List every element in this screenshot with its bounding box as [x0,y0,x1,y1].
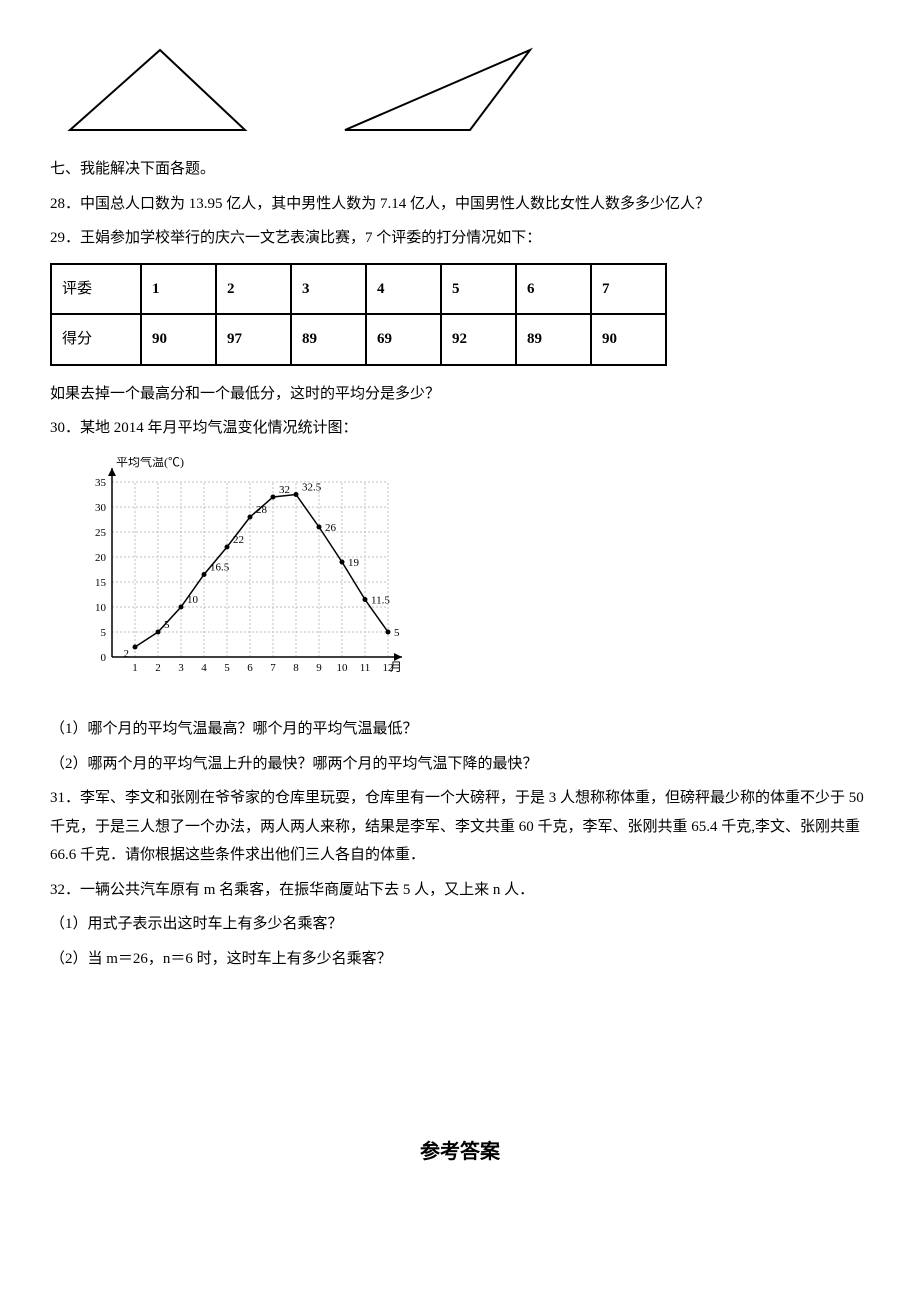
svg-text:6: 6 [247,662,253,674]
svg-text:月份: 月份 [390,660,402,674]
table-cell: 90 [141,314,216,365]
svg-text:15: 15 [95,577,107,589]
table-cell: 97 [216,314,291,365]
svg-text:30: 30 [95,502,107,514]
question-32-sub2: （2）当 m＝26，n＝6 时，这时车上有多少名乘客？ [50,945,870,974]
table-cell: 69 [366,314,441,365]
svg-text:8: 8 [293,662,299,674]
svg-text:5: 5 [224,662,230,674]
svg-text:19: 19 [348,557,360,569]
question-32-intro: 32．一辆公共汽车原有 m 名乘客，在振华商厦站下去 5 人，又上来 n 人． [50,876,870,905]
svg-text:20: 20 [95,552,107,564]
question-31: 31．李军、李文和张刚在爷爷家的仓库里玩耍，仓库里有一个大磅秤，于是 3 人想称… [50,784,870,870]
table-cell: 得分 [51,314,141,365]
table-row: 得分90978969928990 [51,314,666,365]
svg-text:22: 22 [233,534,244,546]
question-32-sub1: （1）用式子表示出这时车上有多少名乘客？ [50,910,870,939]
table-cell: 7 [591,264,666,315]
question-28: 28．中国总人口数为 13.95 亿人，其中男性人数为 7.14 亿人，中国男性… [50,190,870,219]
svg-text:10: 10 [187,594,199,606]
question-30-sub2: （2）哪两个月的平均气温上升的最快？哪两个月的平均气温下降的最快？ [50,750,870,779]
question-30-sub1: （1）哪个月的平均气温最高？哪个月的平均气温最低？ [50,715,870,744]
svg-text:3: 3 [178,662,184,674]
table-cell: 90 [591,314,666,365]
svg-text:2: 2 [155,662,161,674]
svg-text:26: 26 [325,522,337,534]
svg-text:2: 2 [124,648,130,660]
svg-text:9: 9 [316,662,322,674]
svg-text:平均气温(℃): 平均气温(℃) [116,457,184,469]
triangle-left [50,40,250,135]
table-cell: 89 [291,314,366,365]
svg-text:10: 10 [337,662,349,674]
table-cell: 3 [291,264,366,315]
table-cell: 6 [516,264,591,315]
svg-text:5: 5 [394,627,400,639]
temperature-chart: 05101520253035123456789101112平均气温(℃)月份25… [62,457,870,698]
question-29-tail: 如果去掉一个最高分和一个最低分，这时的平均分是多少？ [50,380,870,409]
table-row: 评委1234567 [51,264,666,315]
table-cell: 评委 [51,264,141,315]
svg-text:35: 35 [95,477,107,489]
question-29-intro: 29．王娟参加学校举行的庆六一文艺表演比赛，7 个评委的打分情况如下： [50,224,870,253]
section-7-heading: 七、我能解决下面各题。 [50,155,870,184]
svg-text:11.5: 11.5 [371,594,390,606]
table-cell: 89 [516,314,591,365]
svg-text:7: 7 [270,662,276,674]
svg-text:11: 11 [360,662,371,674]
score-table: 评委1234567 得分90978969928990 [50,263,667,366]
svg-text:1: 1 [132,662,138,674]
triangle-figures [50,40,870,135]
triangle-right [340,40,540,135]
svg-text:5: 5 [101,627,107,639]
svg-text:32: 32 [279,484,290,496]
answers-heading: 参考答案 [50,1133,870,1171]
svg-text:28: 28 [256,504,268,516]
table-cell: 1 [141,264,216,315]
table-cell: 5 [441,264,516,315]
svg-text:25: 25 [95,527,107,539]
table-cell: 4 [366,264,441,315]
svg-text:16.5: 16.5 [210,561,230,573]
svg-text:0: 0 [101,652,107,664]
table-cell: 2 [216,264,291,315]
question-30-intro: 30．某地 2014 年月平均气温变化情况统计图： [50,414,870,443]
table-cell: 92 [441,314,516,365]
svg-text:10: 10 [95,602,107,614]
svg-text:32.5: 32.5 [302,481,322,493]
svg-text:4: 4 [201,662,207,674]
svg-text:5: 5 [164,619,170,631]
